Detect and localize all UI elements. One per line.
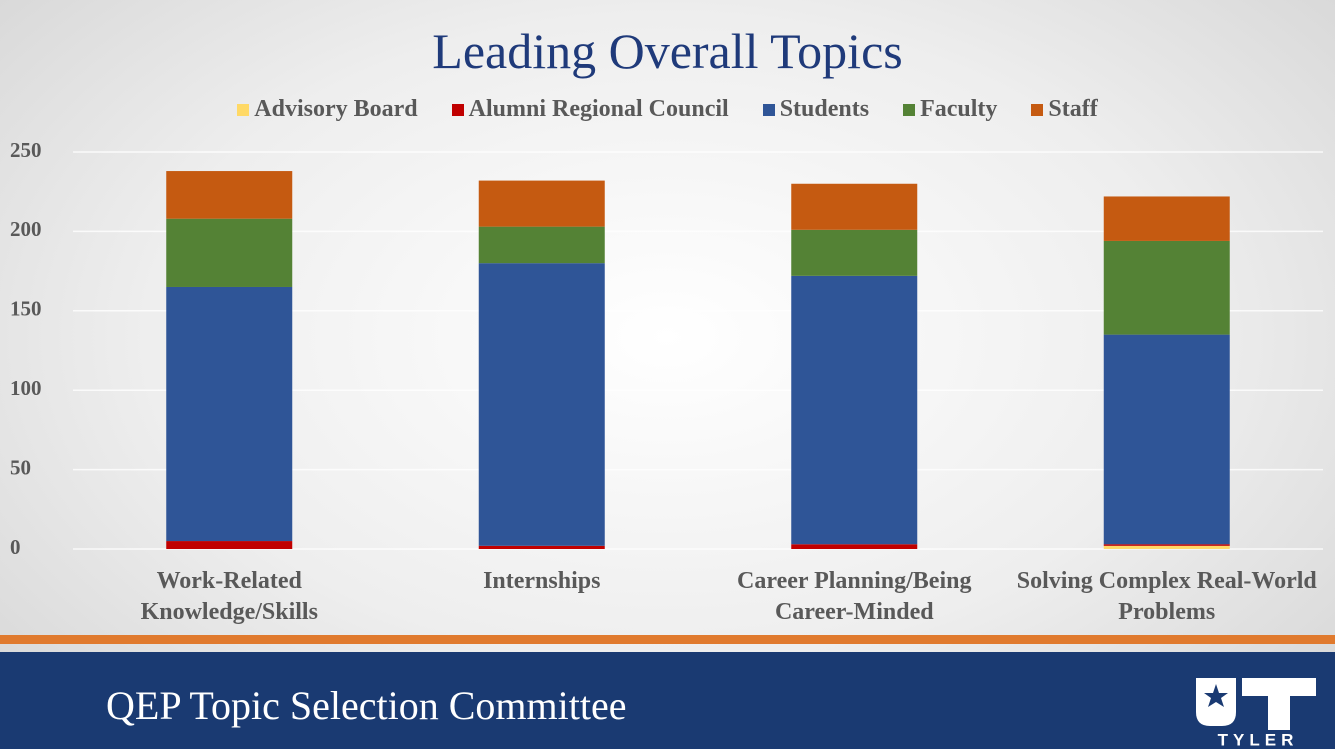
y-tick-label: 100 — [10, 376, 42, 400]
bar-segment — [166, 541, 293, 549]
bar-segment — [478, 263, 605, 546]
legend-item: Students — [762, 96, 870, 123]
bar-segment — [1103, 196, 1230, 241]
x-tick-label: Career Planning/Being Career-Minded — [737, 568, 972, 625]
bar-segment — [478, 545, 605, 549]
logo-text: TYLER — [1218, 730, 1299, 749]
chart-title: Leading Overall Topics — [432, 23, 903, 79]
accent-bar — [0, 635, 1335, 644]
legend-item: Staff — [1031, 96, 1098, 123]
legend-item: Alumni Regional Council — [451, 96, 729, 123]
x-tick-label: Solving Complex Real-World Problems — [1016, 568, 1317, 625]
bar-segment — [1103, 240, 1230, 335]
y-tick-label: 200 — [10, 217, 42, 241]
legend-label: Advisory Board — [254, 96, 418, 122]
bar-segment — [791, 183, 918, 230]
footer: QEP Topic Selection Committee TYLER — [0, 652, 1335, 749]
bar-segment — [478, 180, 605, 227]
bar-segment — [166, 286, 293, 542]
legend: Advisory Board Alumni Regional Council Stu… — [0, 96, 1335, 123]
bar-segment — [166, 171, 293, 219]
legend-swatch — [762, 103, 775, 116]
y-tick-label: 0 — [10, 535, 21, 559]
bar-segment — [791, 275, 918, 545]
logo: TYLER — [1196, 678, 1316, 749]
bar-segment — [1103, 545, 1230, 549]
bar-segment — [1103, 334, 1230, 545]
bar-segment — [791, 229, 918, 276]
bar-segment — [166, 218, 293, 287]
legend-label: Alumni Regional Council — [468, 96, 729, 122]
legend-label: Students — [779, 96, 870, 122]
x-tick-label: Internships — [483, 568, 601, 594]
legend-label: Faculty — [920, 96, 998, 122]
legend-swatch — [903, 103, 916, 116]
legend-item: Faculty — [903, 96, 997, 123]
legend-label: Staff — [1048, 96, 1098, 122]
bar-segment — [1103, 544, 1230, 546]
x-tick-label: Work-Related Knowledge/Skills — [140, 568, 318, 625]
chart: 0 50 100 150 200 250 — [10, 137, 1230, 559]
y-tick-label: 150 — [10, 297, 42, 321]
bar-segment — [791, 544, 918, 549]
legend-swatch — [1031, 103, 1044, 116]
y-tick-label: 50 — [10, 455, 31, 479]
legend-swatch — [237, 103, 250, 116]
y-tick-label: 250 — [10, 138, 42, 162]
footer-title: QEP Topic Selection Committee — [106, 683, 627, 728]
legend-item: Advisory Board — [237, 96, 418, 123]
bar-segment — [478, 226, 605, 264]
legend-swatch — [451, 103, 464, 116]
